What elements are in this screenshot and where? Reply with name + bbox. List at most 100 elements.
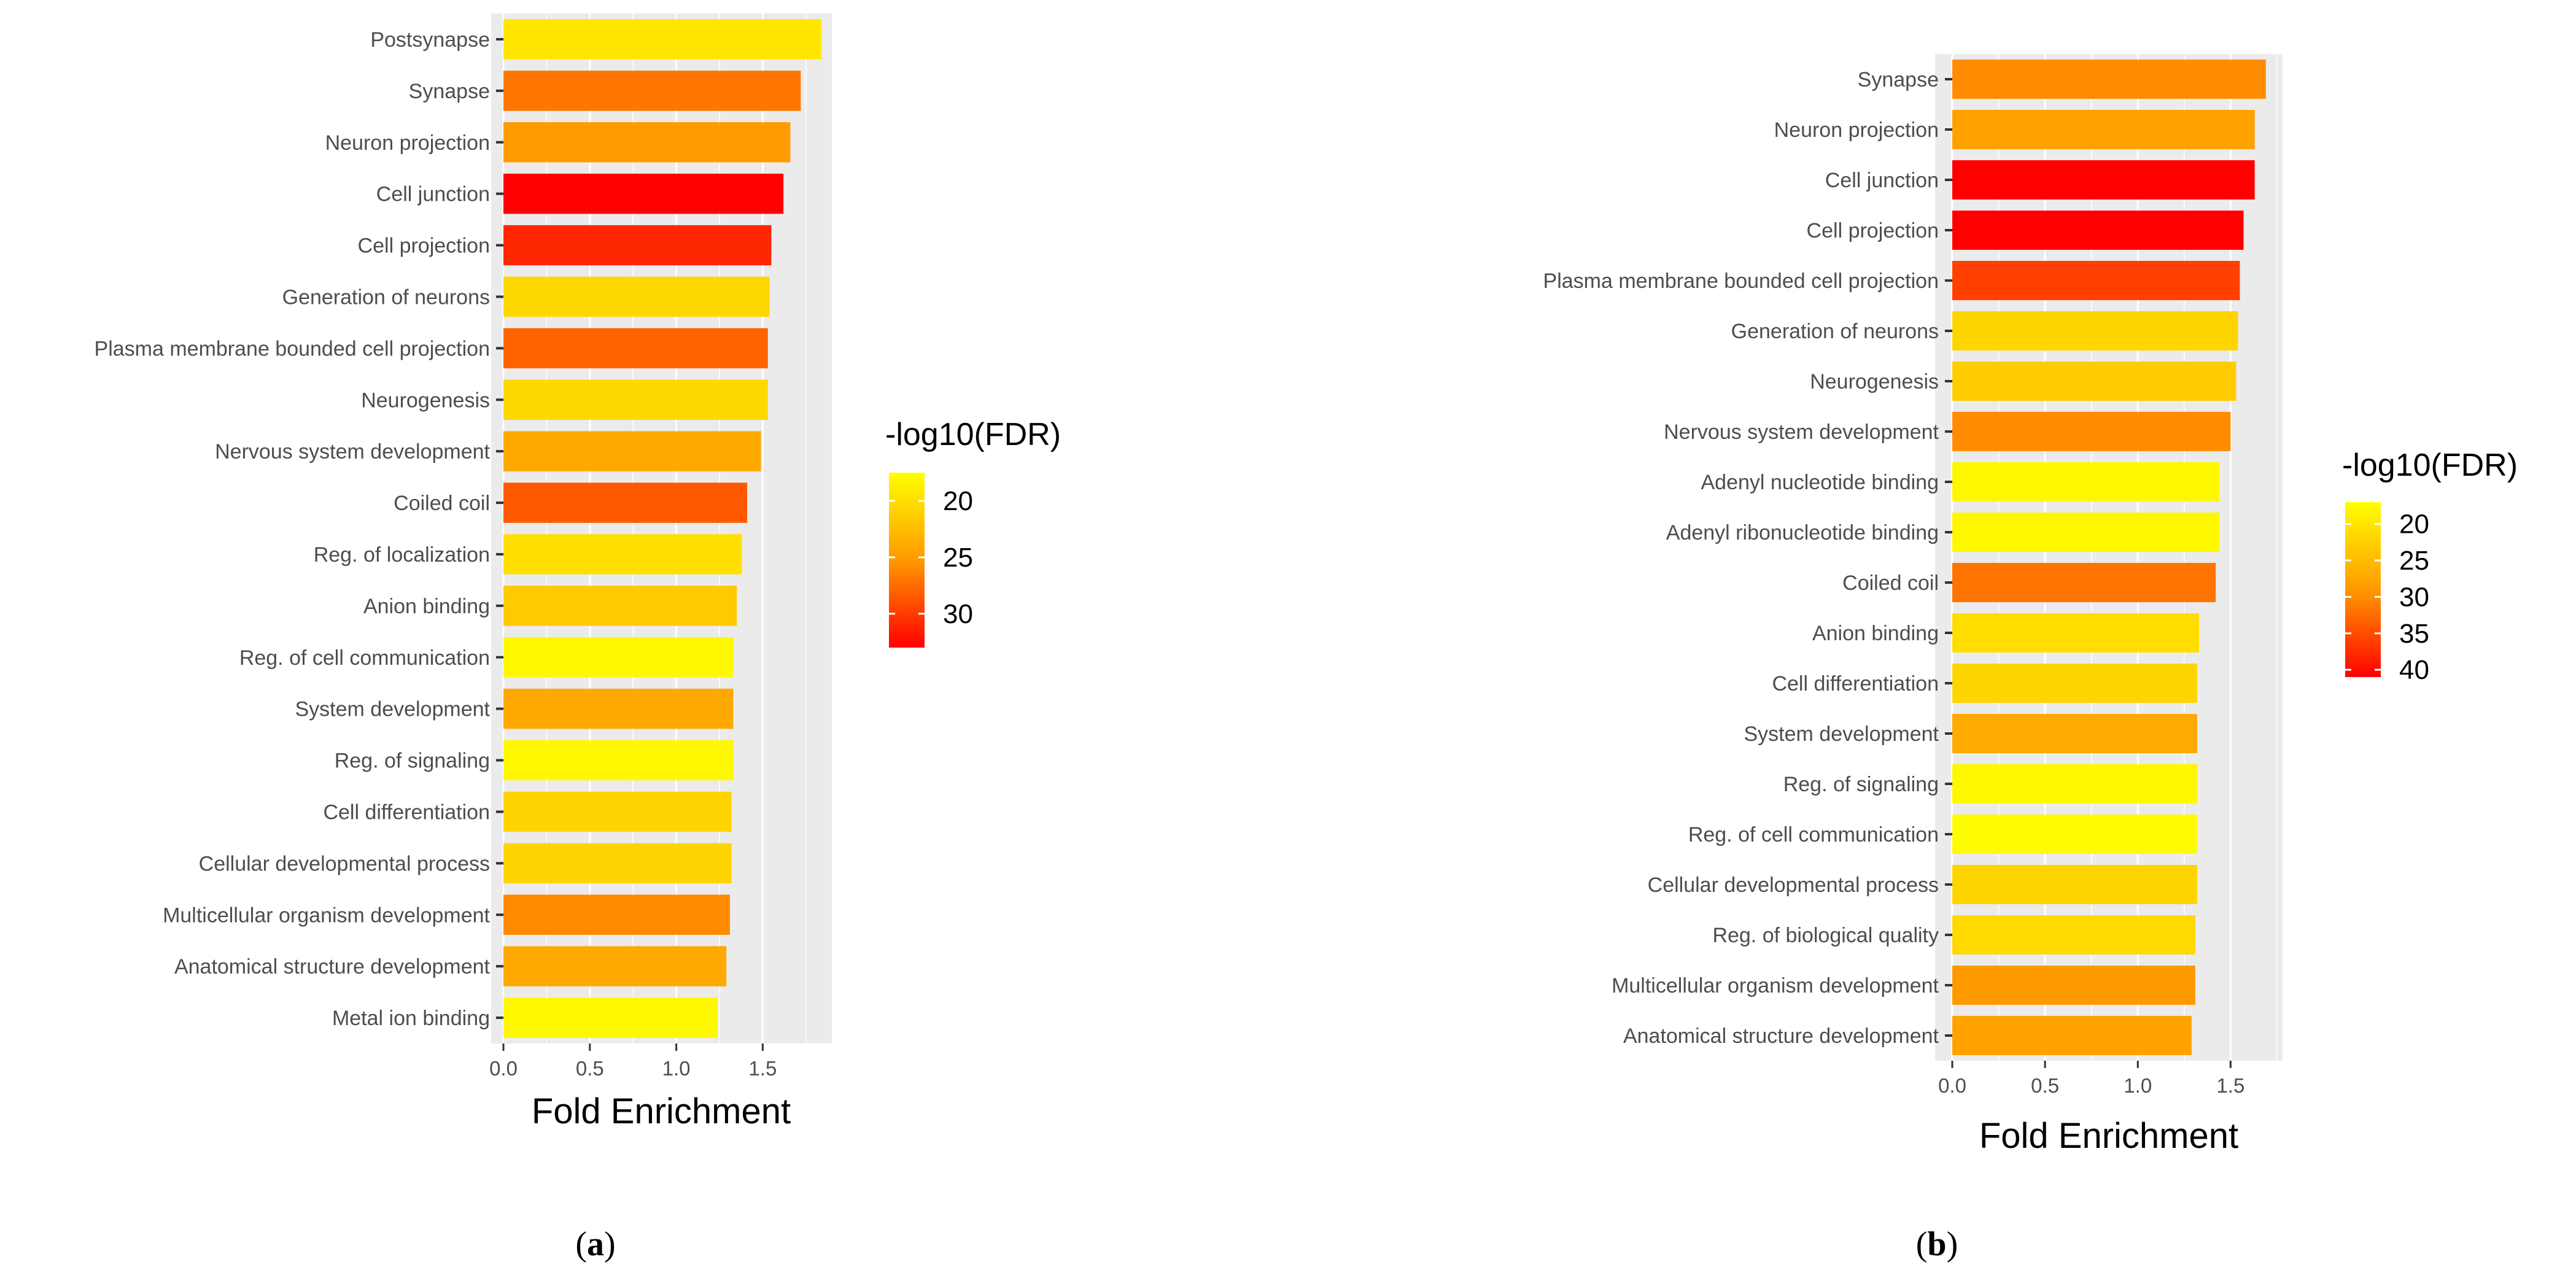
- x-tick-label: 0.0: [489, 1057, 518, 1080]
- bar: [503, 843, 732, 884]
- x-tick-label: 0.5: [2031, 1074, 2059, 1097]
- bar: [503, 276, 770, 317]
- bar: [503, 379, 768, 420]
- category-label: Adenyl nucleotide binding: [1701, 471, 1939, 494]
- category-label: Cell junction: [376, 183, 490, 206]
- bar: [503, 173, 784, 214]
- category-label: Reg. of biological quality: [1712, 924, 1939, 947]
- category-label: Metal ion binding: [332, 1007, 490, 1030]
- bar: [503, 791, 732, 832]
- color-legend: -log10(FDR) 20 25 30 35 40: [2342, 447, 2518, 685]
- bar: [503, 71, 801, 111]
- x-tick-label: 1.0: [662, 1057, 691, 1080]
- category-label: System development: [295, 698, 491, 721]
- category-label: Generation of neurons: [1731, 320, 1939, 343]
- x-axis-title: Fold Enrichment: [532, 1091, 791, 1131]
- category-label: Cellular developmental process: [1648, 873, 1939, 897]
- bar: [1952, 563, 2216, 602]
- bar: [1952, 311, 2238, 350]
- x-axis-ticks: 0.0 0.5 1.0 1.5: [489, 1044, 777, 1080]
- bar: [503, 431, 761, 471]
- bar: [503, 225, 772, 266]
- category-label: Multicellular organism development: [1612, 974, 1939, 997]
- category-labels: Postsynapse Synapse Neuron projection Cell …: [95, 28, 503, 1030]
- bar: [503, 586, 737, 626]
- chart-panel-a: Postsynapse Synapse Neuron projection Cell …: [95, 14, 1061, 1263]
- x-tick-label: 1.0: [2124, 1074, 2152, 1097]
- category-label: Coiled coil: [1842, 571, 1939, 595]
- category-label: Cell projection: [1807, 219, 1939, 242]
- bar: [1952, 915, 2195, 955]
- panel-label: (b): [1916, 1225, 1958, 1263]
- bar: [1952, 714, 2197, 753]
- bar: [1952, 60, 2266, 99]
- category-label: Synapse: [409, 80, 490, 103]
- bar: [1952, 110, 2255, 149]
- x-tick-label: 1.5: [2216, 1074, 2244, 1097]
- category-label: Anatomical structure development: [174, 955, 491, 978]
- bar: [1952, 764, 2197, 804]
- category-label: Cell junction: [1825, 169, 1939, 192]
- category-label: Plasma membrane bounded cell projection: [1543, 269, 1939, 293]
- legend-colorbar: [889, 473, 925, 648]
- legend-tick-label: 25: [2399, 546, 2429, 576]
- bar: [1952, 261, 2240, 300]
- category-label: Reg. of signaling: [335, 749, 490, 773]
- bar: [503, 328, 768, 369]
- category-label: Multicellular organism development: [163, 904, 490, 927]
- category-label: Postsynapse: [370, 28, 490, 52]
- category-label: Cell differentiation: [323, 800, 490, 824]
- bar: [1952, 815, 2197, 854]
- bar: [503, 534, 742, 575]
- bar: [1952, 613, 2199, 653]
- bar: [503, 894, 730, 935]
- category-label: Anion binding: [1812, 622, 1939, 645]
- category-label: Cellular developmental process: [199, 852, 490, 875]
- category-label: Reg. of cell communication: [239, 646, 490, 670]
- bar: [1952, 865, 2197, 904]
- category-label: Cell projection: [358, 234, 490, 258]
- category-label: System development: [1744, 722, 1939, 746]
- legend-tick-label: 40: [2399, 655, 2429, 685]
- category-label: Neuron projection: [1774, 118, 1939, 142]
- category-label: Anion binding: [363, 595, 490, 618]
- x-tick-label: 0.5: [576, 1057, 604, 1080]
- legend-tick-label: 30: [943, 599, 973, 629]
- bar: [503, 740, 734, 781]
- legend-colorbar: [2345, 502, 2381, 677]
- bar: [503, 688, 734, 729]
- category-labels: Synapse Neuron projection Cell junction Cel…: [1543, 68, 1952, 1048]
- bar: [503, 997, 718, 1038]
- x-axis-ticks: 0.0 0.5 1.0 1.5: [1938, 1061, 2244, 1097]
- category-label: Nervous system development: [215, 440, 490, 463]
- bar: [503, 637, 734, 678]
- bar: [1952, 362, 2237, 401]
- bar: [1952, 664, 2197, 703]
- color-legend: -log10(FDR) 20 25 30: [885, 417, 1061, 648]
- bar: [1952, 966, 2195, 1005]
- panel-label: (a): [575, 1225, 615, 1263]
- bars: [1952, 60, 2266, 1055]
- bar: [1952, 211, 2244, 250]
- legend-tick-label: 30: [2399, 582, 2429, 612]
- legend-tick-label: 35: [2399, 619, 2429, 649]
- category-label: Generation of neurons: [282, 285, 490, 309]
- x-axis-title: Fold Enrichment: [1979, 1116, 2238, 1156]
- bar: [503, 19, 822, 60]
- legend-tick-label: 25: [943, 543, 973, 573]
- bar: [1952, 160, 2255, 199]
- legend-title: -log10(FDR): [885, 417, 1061, 452]
- x-tick-label: 0.0: [1938, 1074, 1966, 1097]
- category-label: Cell differentiation: [1772, 672, 1939, 695]
- category-label: Coiled coil: [394, 492, 490, 515]
- category-label: Neurogenesis: [1810, 370, 1939, 393]
- legend-tick-label: 20: [2399, 509, 2429, 540]
- x-tick-label: 1.5: [748, 1057, 777, 1080]
- chart-panel-b: Synapse Neuron projection Cell junction Cel…: [1543, 54, 2518, 1263]
- category-label: Neuron projection: [325, 131, 490, 155]
- legend-title: -log10(FDR): [2342, 447, 2518, 483]
- plot-background: [491, 14, 832, 1044]
- bar: [1952, 513, 2220, 552]
- category-label: Reg. of signaling: [1783, 773, 1939, 796]
- bar: [503, 946, 727, 986]
